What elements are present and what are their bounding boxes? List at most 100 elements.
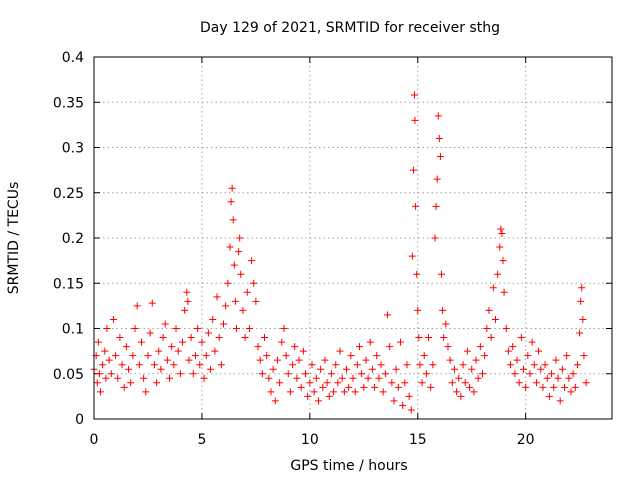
data-point xyxy=(330,388,338,396)
data-point xyxy=(135,361,143,369)
data-point xyxy=(399,401,407,409)
data-point xyxy=(93,379,101,387)
data-point xyxy=(204,329,212,337)
data-point xyxy=(418,379,426,387)
data-point xyxy=(191,352,199,360)
data-point xyxy=(196,361,204,369)
x-tick-label: 0 xyxy=(90,432,99,448)
data-point xyxy=(532,379,540,387)
data-point xyxy=(176,370,184,378)
data-point xyxy=(420,352,428,360)
data-point xyxy=(396,338,404,346)
data-point xyxy=(99,361,107,369)
data-point xyxy=(499,257,507,265)
data-point xyxy=(168,343,176,351)
data-point xyxy=(178,338,186,346)
data-point xyxy=(327,370,335,378)
data-point xyxy=(265,374,273,382)
data-point xyxy=(114,374,122,382)
data-point xyxy=(563,352,571,360)
data-point xyxy=(554,374,562,382)
data-point xyxy=(394,383,402,391)
data-point xyxy=(194,325,202,332)
data-point xyxy=(573,361,581,369)
data-point xyxy=(463,347,471,355)
data-point xyxy=(524,352,532,360)
data-point xyxy=(131,325,139,332)
data-point xyxy=(358,370,366,378)
data-point xyxy=(252,297,260,305)
data-point xyxy=(340,388,348,396)
data-point xyxy=(227,198,235,206)
data-point xyxy=(535,347,543,355)
data-point xyxy=(413,270,421,278)
data-point xyxy=(109,315,117,323)
data-point xyxy=(448,379,456,387)
data-point xyxy=(284,370,292,378)
data-point xyxy=(127,379,135,387)
data-point xyxy=(565,374,573,382)
x-tick-label: 20 xyxy=(517,432,535,448)
y-tick-label: 0 xyxy=(75,412,84,428)
data-point xyxy=(166,374,174,382)
data-point xyxy=(476,343,484,351)
data-points xyxy=(90,91,590,414)
data-point xyxy=(569,370,577,378)
data-point xyxy=(297,383,305,391)
data-point xyxy=(258,370,266,378)
grid-lines xyxy=(94,57,612,419)
data-point xyxy=(125,365,133,373)
data-point xyxy=(306,379,314,387)
y-tick-label: 0.4 xyxy=(62,50,84,66)
data-point xyxy=(228,184,236,192)
data-point xyxy=(231,297,239,305)
data-point xyxy=(405,392,413,400)
data-point xyxy=(325,392,333,400)
data-point xyxy=(522,383,530,391)
data-point xyxy=(371,383,379,391)
data-point xyxy=(504,347,512,355)
data-point xyxy=(355,343,363,351)
data-point xyxy=(520,365,528,373)
data-point xyxy=(116,334,124,342)
data-point xyxy=(198,338,206,346)
data-point xyxy=(202,352,210,360)
data-point xyxy=(435,134,443,142)
data-point xyxy=(487,334,495,342)
data-point xyxy=(245,325,253,332)
y-tick-label: 0.25 xyxy=(53,186,84,202)
data-point xyxy=(537,365,545,373)
data-point xyxy=(526,370,534,378)
data-point xyxy=(579,315,587,323)
data-point xyxy=(515,379,523,387)
data-point xyxy=(207,365,215,373)
data-point xyxy=(213,293,221,301)
data-point xyxy=(161,320,169,328)
data-point xyxy=(302,370,310,378)
data-point xyxy=(181,306,189,314)
data-point xyxy=(345,383,353,391)
data-point xyxy=(310,388,318,396)
data-point xyxy=(479,370,486,378)
data-point xyxy=(146,329,154,337)
data-point xyxy=(517,334,525,342)
data-point xyxy=(494,270,502,278)
data-point xyxy=(314,397,322,405)
data-point xyxy=(377,361,385,369)
data-point xyxy=(509,343,517,351)
data-point xyxy=(133,302,141,310)
data-point xyxy=(411,91,419,99)
data-point xyxy=(436,153,444,161)
data-point xyxy=(112,352,120,360)
data-point xyxy=(414,306,422,314)
data-point xyxy=(511,370,519,378)
data-point xyxy=(185,356,193,364)
y-tick-label: 0.35 xyxy=(53,95,84,111)
data-point xyxy=(539,383,547,391)
x-tick-label: 5 xyxy=(197,432,206,448)
data-point xyxy=(120,383,128,391)
data-point xyxy=(450,365,458,373)
y-tick-label: 0.3 xyxy=(62,141,84,157)
data-point xyxy=(381,370,389,378)
data-point xyxy=(360,383,368,391)
